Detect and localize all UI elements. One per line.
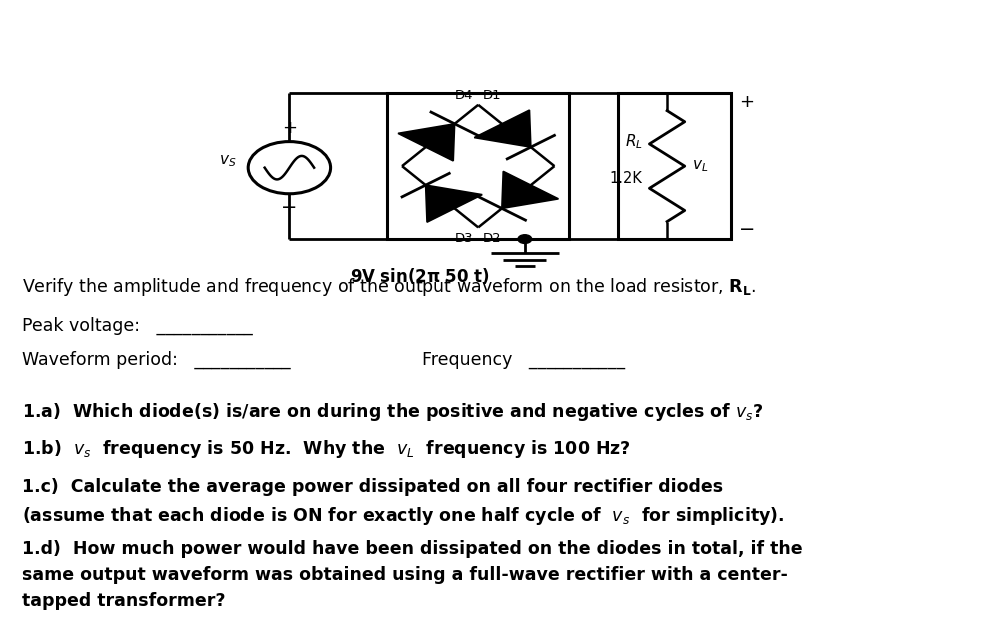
Text: +: + [282, 119, 297, 137]
Text: 1.d)  How much power would have been dissipated on the diodes in total, if the
s: 1.d) How much power would have been diss… [22, 540, 802, 610]
Polygon shape [502, 171, 558, 209]
Text: D3: D3 [455, 232, 474, 245]
Text: 1.a)  Which diode(s) is/are on during the positive and negative cycles of $v_s$?: 1.a) Which diode(s) is/are on during the… [22, 401, 763, 422]
Polygon shape [398, 124, 454, 161]
Text: Waveform period:   ___________: Waveform period: ___________ [22, 351, 290, 369]
Text: Verify the amplitude and frequency of the output waveform on the load resistor, : Verify the amplitude and frequency of th… [22, 276, 755, 298]
Text: $\mathbf{9V\ sin(2\pi\ 50\ t)}$: $\mathbf{9V\ sin(2\pi\ 50\ t)}$ [349, 266, 490, 286]
Polygon shape [474, 110, 531, 147]
Text: $v_S$: $v_S$ [219, 153, 236, 170]
Text: 1.2K: 1.2K [609, 171, 643, 186]
Polygon shape [426, 185, 483, 222]
Text: $v_L$: $v_L$ [692, 158, 708, 174]
Text: Peak voltage:   ___________: Peak voltage: ___________ [22, 317, 252, 335]
Text: −: − [739, 220, 755, 239]
Text: Frequency   ___________: Frequency ___________ [422, 351, 625, 369]
Text: 1.b)  $v_s$  frequency is 50 Hz.  Why the  $v_L$  frequency is 100 Hz?: 1.b) $v_s$ frequency is 50 Hz. Why the $… [22, 438, 631, 460]
Circle shape [518, 235, 532, 243]
Text: D1: D1 [484, 89, 501, 102]
Text: −: − [282, 198, 297, 217]
Text: D2: D2 [484, 232, 501, 245]
Text: 1.c)  Calculate the average power dissipated on all four rectifier diodes
(assum: 1.c) Calculate the average power dissipa… [22, 478, 784, 527]
Text: $R_L$: $R_L$ [625, 132, 643, 151]
Bar [618, 93, 731, 239]
Text: D4: D4 [455, 89, 474, 102]
Text: +: + [739, 94, 753, 111]
Bar [387, 93, 569, 239]
